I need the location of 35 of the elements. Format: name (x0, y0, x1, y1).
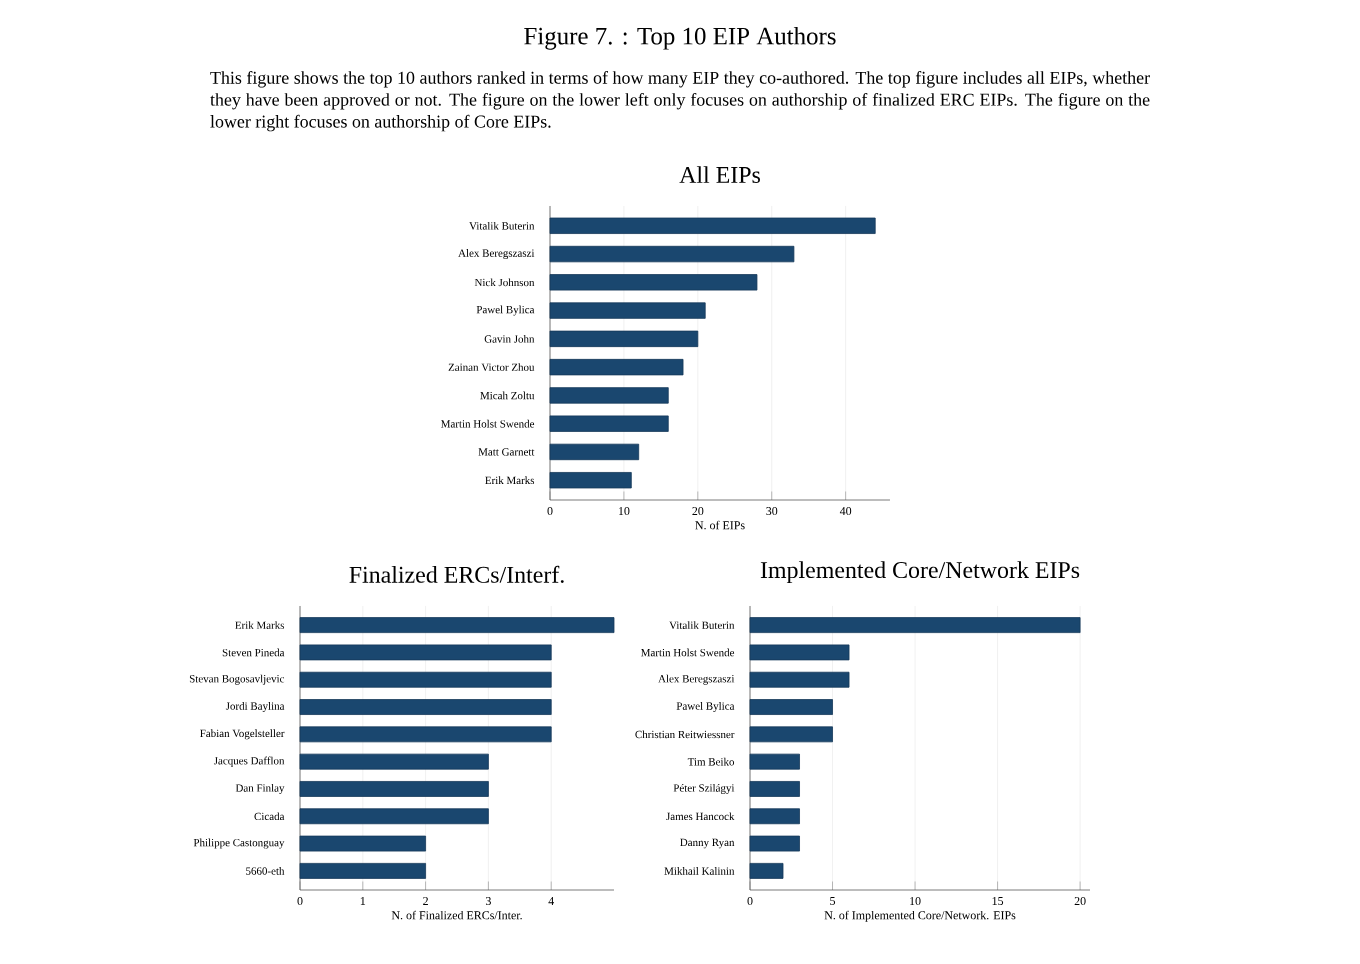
bar (549, 245, 795, 263)
bar (299, 835, 426, 852)
bar (749, 808, 800, 825)
chart-title: Finalized ERCs/Interf. (349, 565, 564, 583)
bar (749, 781, 800, 797)
bar (299, 808, 489, 825)
bar (299, 726, 552, 743)
bar (299, 617, 615, 634)
text: Figure 7. : Top 10 EIP Authors (524, 27, 836, 50)
bar (549, 472, 632, 489)
bar (549, 443, 640, 461)
bar (299, 862, 426, 879)
bar (749, 726, 833, 743)
bar (549, 274, 758, 291)
bar (299, 671, 552, 688)
chart-title: All EIPs (679, 166, 760, 183)
bar (749, 835, 800, 852)
bar (549, 415, 669, 432)
bar (549, 387, 669, 404)
bar (549, 217, 876, 234)
bar (549, 358, 684, 376)
bar (749, 699, 833, 715)
text: This figure shows the top 10 authors ranked in terms of how many EIP they co-authored. The top figure includes all EIPs, whether they have been approved or not. The figure on the lower left only focuses on authorship of finalized ERC EIPs. The figure on the lower right focuses on authorship of Core EIPs. (210, 71, 1150, 132)
bar (749, 671, 850, 688)
bar (749, 862, 784, 879)
bar (299, 781, 489, 797)
bar (299, 699, 552, 715)
bar (749, 644, 850, 661)
bar (299, 753, 489, 770)
bar (749, 753, 800, 770)
bar (549, 302, 706, 319)
bar (749, 617, 1081, 634)
bar (549, 330, 699, 348)
bar (299, 644, 552, 661)
chart-title: Implemented Core/Network EIPs (760, 561, 1080, 583)
